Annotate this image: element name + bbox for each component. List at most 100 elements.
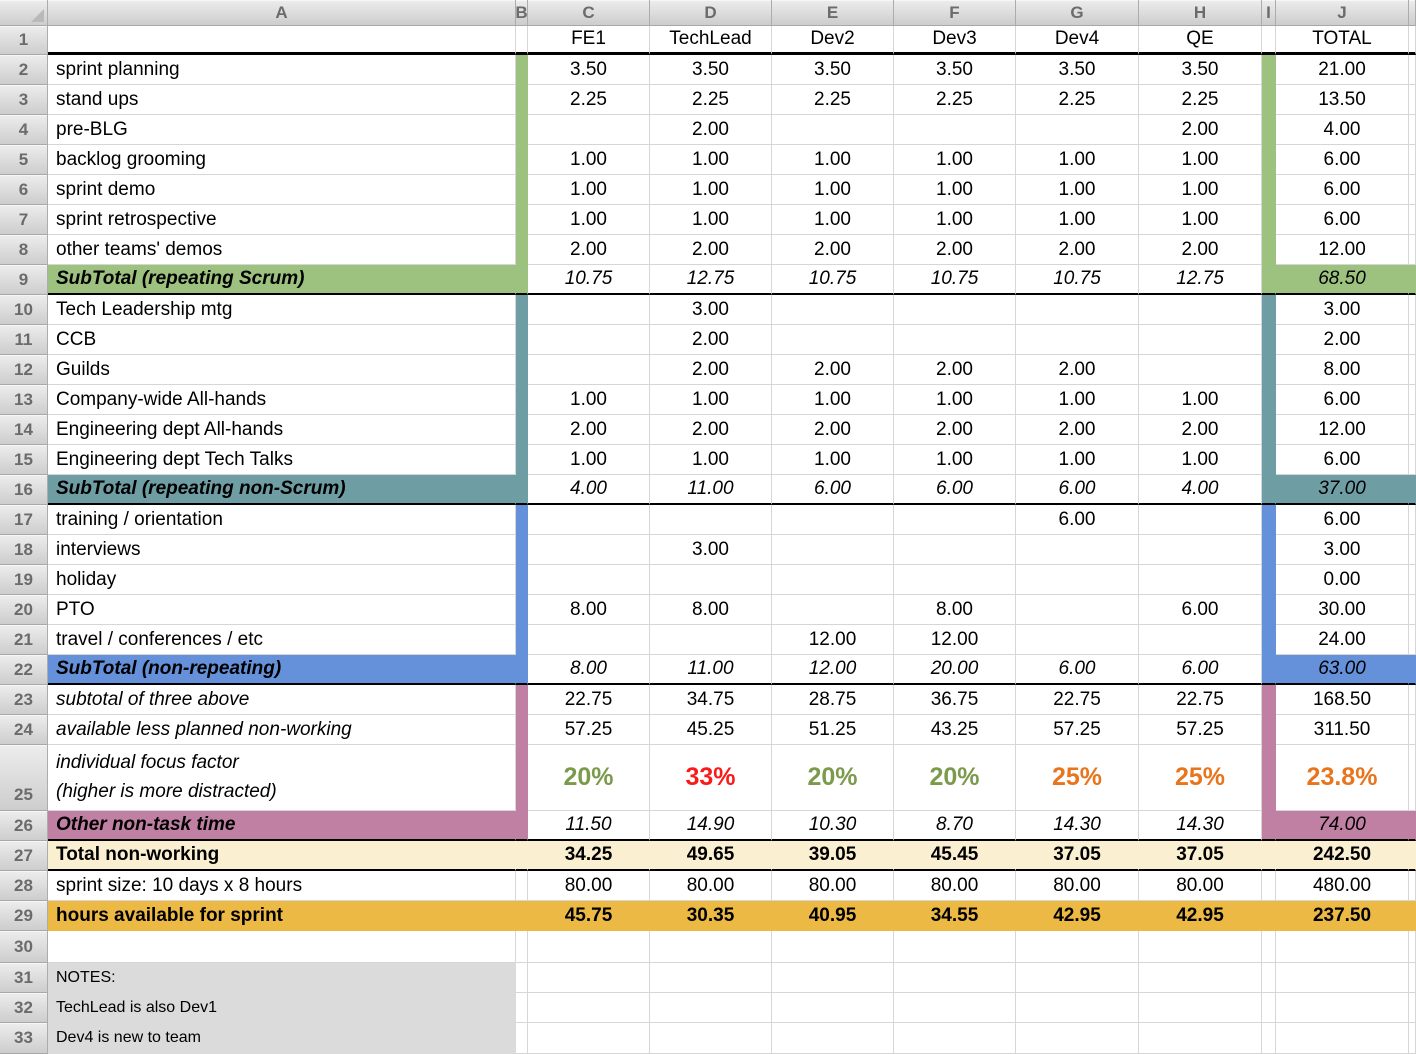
cell-E23[interactable]: 28.75 <box>772 685 894 715</box>
cell-I13[interactable] <box>1262 385 1276 415</box>
cell-I16[interactable] <box>1262 475 1276 505</box>
cell-J33[interactable] <box>1276 1023 1409 1054</box>
cell-D14[interactable]: 2.00 <box>650 415 772 445</box>
cell-C6[interactable]: 1.00 <box>528 175 650 205</box>
cell-B5[interactable] <box>516 145 528 175</box>
cell-K5[interactable] <box>1409 145 1416 175</box>
cell-F11[interactable] <box>894 325 1016 355</box>
row-header-10[interactable]: 10 <box>0 295 48 325</box>
cell-B15[interactable] <box>516 445 528 475</box>
cell-H10[interactable] <box>1139 295 1262 325</box>
cell-C33[interactable] <box>528 1023 650 1054</box>
cell-I31[interactable] <box>1262 963 1276 993</box>
cell-A17[interactable]: training / orientation <box>48 505 516 535</box>
cell-D31[interactable] <box>650 963 772 993</box>
cell-E12[interactable]: 2.00 <box>772 355 894 385</box>
cell-C31[interactable] <box>528 963 650 993</box>
cell-I9[interactable] <box>1262 265 1276 295</box>
cell-B21[interactable] <box>516 625 528 655</box>
cell-C32[interactable] <box>528 993 650 1023</box>
cell-A27[interactable]: Total non-working <box>48 841 516 871</box>
cell-K9[interactable] <box>1409 265 1416 295</box>
cell-A29[interactable]: hours available for sprint <box>48 901 516 931</box>
row-header-16[interactable]: 16 <box>0 475 48 505</box>
cell-E6[interactable]: 1.00 <box>772 175 894 205</box>
cell-G30[interactable] <box>1016 931 1139 963</box>
cell-J2[interactable]: 21.00 <box>1276 55 1409 85</box>
cell-I25[interactable] <box>1262 745 1276 811</box>
col-header-A[interactable]: A <box>48 0 516 26</box>
cell-C12[interactable] <box>528 355 650 385</box>
cell-H26[interactable]: 14.30 <box>1139 811 1262 841</box>
cell-H28[interactable]: 80.00 <box>1139 871 1262 901</box>
cell-E17[interactable] <box>772 505 894 535</box>
cell-J13[interactable]: 6.00 <box>1276 385 1409 415</box>
cell-K8[interactable] <box>1409 235 1416 265</box>
cell-A15[interactable]: Engineering dept Tech Talks <box>48 445 516 475</box>
col-header-C[interactable]: C <box>528 0 650 26</box>
cell-A22[interactable]: SubTotal (non-repeating) <box>48 655 516 685</box>
cell-I24[interactable] <box>1262 715 1276 745</box>
cell-C30[interactable] <box>528 931 650 963</box>
cell-J3[interactable]: 13.50 <box>1276 85 1409 115</box>
cell-H6[interactable]: 1.00 <box>1139 175 1262 205</box>
cell-G14[interactable]: 2.00 <box>1016 415 1139 445</box>
cell-A31[interactable]: NOTES: <box>48 963 516 993</box>
cell-K20[interactable] <box>1409 595 1416 625</box>
cell-A30[interactable] <box>48 931 516 963</box>
cell-K32[interactable] <box>1409 993 1416 1023</box>
cell-G28[interactable]: 80.00 <box>1016 871 1139 901</box>
cell-H30[interactable] <box>1139 931 1262 963</box>
cell-J27[interactable]: 242.50 <box>1276 841 1409 871</box>
cell-E21[interactable]: 12.00 <box>772 625 894 655</box>
cell-F29[interactable]: 34.55 <box>894 901 1016 931</box>
cell-D6[interactable]: 1.00 <box>650 175 772 205</box>
cell-D20[interactable]: 8.00 <box>650 595 772 625</box>
cell-K24[interactable] <box>1409 715 1416 745</box>
cell-E24[interactable]: 51.25 <box>772 715 894 745</box>
cell-K27[interactable] <box>1409 841 1416 871</box>
cell-F14[interactable]: 2.00 <box>894 415 1016 445</box>
cell-B26[interactable] <box>516 811 528 841</box>
cell-I32[interactable] <box>1262 993 1276 1023</box>
row-header-17[interactable]: 17 <box>0 505 48 535</box>
cell-A7[interactable]: sprint retrospective <box>48 205 516 235</box>
cell-H21[interactable] <box>1139 625 1262 655</box>
row-header-31[interactable]: 31 <box>0 963 48 993</box>
cell-D19[interactable] <box>650 565 772 595</box>
cell-J15[interactable]: 6.00 <box>1276 445 1409 475</box>
cell-E11[interactable] <box>772 325 894 355</box>
cell-B1[interactable] <box>516 26 528 55</box>
cell-H5[interactable]: 1.00 <box>1139 145 1262 175</box>
row-header-13[interactable]: 13 <box>0 385 48 415</box>
cell-F21[interactable]: 12.00 <box>894 625 1016 655</box>
cell-E2[interactable]: 3.50 <box>772 55 894 85</box>
cell-J1[interactable]: TOTAL <box>1276 26 1409 55</box>
cell-H13[interactable]: 1.00 <box>1139 385 1262 415</box>
cell-F26[interactable]: 8.70 <box>894 811 1016 841</box>
cell-G27[interactable]: 37.05 <box>1016 841 1139 871</box>
cell-A21[interactable]: travel / conferences / etc <box>48 625 516 655</box>
cell-E33[interactable] <box>772 1023 894 1054</box>
cell-B6[interactable] <box>516 175 528 205</box>
cell-D21[interactable] <box>650 625 772 655</box>
cell-J22[interactable]: 63.00 <box>1276 655 1409 685</box>
cell-B10[interactable] <box>516 295 528 325</box>
cell-H7[interactable]: 1.00 <box>1139 205 1262 235</box>
cell-A1[interactable] <box>48 26 516 55</box>
cell-D24[interactable]: 45.25 <box>650 715 772 745</box>
cell-B32[interactable] <box>516 993 528 1023</box>
cell-F22[interactable]: 20.00 <box>894 655 1016 685</box>
cell-J23[interactable]: 168.50 <box>1276 685 1409 715</box>
cell-C7[interactable]: 1.00 <box>528 205 650 235</box>
cell-G31[interactable] <box>1016 963 1139 993</box>
row-header-14[interactable]: 14 <box>0 415 48 445</box>
cell-C29[interactable]: 45.75 <box>528 901 650 931</box>
cell-H23[interactable]: 22.75 <box>1139 685 1262 715</box>
cell-B17[interactable] <box>516 505 528 535</box>
cell-C15[interactable]: 1.00 <box>528 445 650 475</box>
cell-D30[interactable] <box>650 931 772 963</box>
cell-B27[interactable] <box>516 841 528 871</box>
cell-G29[interactable]: 42.95 <box>1016 901 1139 931</box>
select-all-corner[interactable] <box>0 0 48 26</box>
